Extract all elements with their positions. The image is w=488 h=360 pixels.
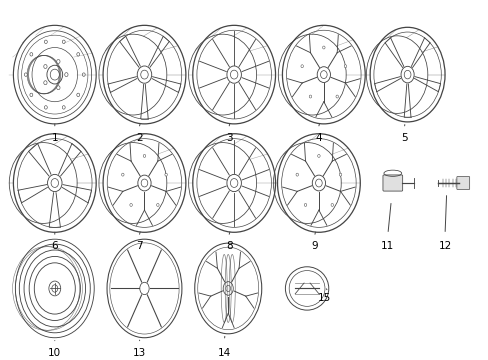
Text: 5: 5 xyxy=(401,133,407,143)
Ellipse shape xyxy=(308,95,311,98)
Text: 10: 10 xyxy=(48,348,61,357)
Ellipse shape xyxy=(304,203,306,206)
Ellipse shape xyxy=(122,173,124,176)
Text: 15: 15 xyxy=(318,293,331,303)
Text: 9: 9 xyxy=(311,241,318,251)
Ellipse shape xyxy=(295,173,298,176)
Ellipse shape xyxy=(344,65,346,68)
Ellipse shape xyxy=(77,93,80,96)
Text: 1: 1 xyxy=(51,133,58,143)
FancyBboxPatch shape xyxy=(456,177,468,189)
Text: 12: 12 xyxy=(438,241,451,251)
Ellipse shape xyxy=(164,173,167,176)
FancyBboxPatch shape xyxy=(382,175,402,191)
Text: 4: 4 xyxy=(315,133,322,143)
Text: 13: 13 xyxy=(133,348,146,357)
Ellipse shape xyxy=(30,93,33,96)
Text: 11: 11 xyxy=(381,241,394,251)
Text: 6: 6 xyxy=(51,241,58,251)
Ellipse shape xyxy=(24,73,27,76)
Text: 2: 2 xyxy=(136,133,142,143)
Ellipse shape xyxy=(43,64,47,68)
Ellipse shape xyxy=(317,154,320,157)
Ellipse shape xyxy=(143,154,145,157)
Ellipse shape xyxy=(57,86,60,90)
Ellipse shape xyxy=(64,73,68,77)
Ellipse shape xyxy=(300,65,303,68)
Ellipse shape xyxy=(339,173,341,176)
Ellipse shape xyxy=(44,106,47,109)
Ellipse shape xyxy=(82,73,85,76)
Text: 7: 7 xyxy=(136,241,142,251)
Ellipse shape xyxy=(44,40,47,44)
Ellipse shape xyxy=(77,53,80,56)
Text: 8: 8 xyxy=(225,241,232,251)
Ellipse shape xyxy=(330,203,333,206)
Ellipse shape xyxy=(62,40,65,44)
Ellipse shape xyxy=(156,203,159,206)
Ellipse shape xyxy=(30,53,33,56)
Ellipse shape xyxy=(322,46,325,49)
Ellipse shape xyxy=(62,106,65,109)
Ellipse shape xyxy=(57,59,60,63)
Text: 14: 14 xyxy=(217,348,230,357)
Text: 3: 3 xyxy=(225,133,232,143)
Ellipse shape xyxy=(43,81,47,85)
Ellipse shape xyxy=(130,203,132,206)
Ellipse shape xyxy=(335,95,338,98)
